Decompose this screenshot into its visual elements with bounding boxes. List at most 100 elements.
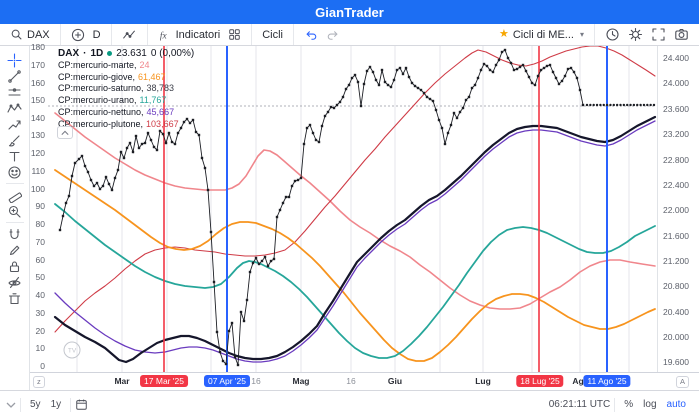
price-chart[interactable]: TV (30, 46, 657, 372)
auto-scale-button[interactable]: auto (666, 399, 686, 410)
gear-button[interactable] (624, 27, 647, 42)
crosshair-tool-button[interactable] (4, 52, 26, 68)
price-marker (194, 130, 198, 134)
xabcd-pattern-tool-button[interactable] (4, 100, 26, 116)
event-date-badge[interactable]: 11 Ago '25 (583, 375, 631, 387)
chart-pane[interactable]: TV (30, 46, 657, 372)
calendar-icon[interactable] (75, 398, 88, 411)
range-5y-button[interactable]: 5y (30, 399, 41, 410)
collapse-panel-icon[interactable] (6, 401, 16, 409)
price-marker (482, 62, 486, 66)
cycle-line-mercurio-giove[interactable] (54, 169, 656, 362)
price-marker (173, 142, 177, 146)
price-marker (266, 264, 270, 268)
edit-pencil-tool-button[interactable] (4, 242, 26, 258)
symbol-search-button[interactable]: DAX (6, 28, 54, 41)
legend-indicator-row[interactable]: CP:mercurio-urano, 11,767 (58, 95, 194, 107)
redo-button[interactable] (322, 28, 344, 41)
cycle-line-mercurio-urano[interactable] (54, 203, 656, 359)
eye-off-tool-button[interactable] (4, 274, 26, 290)
chevron-up-icon (61, 130, 69, 135)
cycle-line-mercurio-marte[interactable] (54, 112, 656, 310)
event-date-badge[interactable]: 17 Mar '25 (140, 375, 188, 387)
price-marker (122, 156, 126, 160)
legend-indicator-row[interactable]: CP:mercurio-giove, 61,467 (58, 72, 194, 84)
brush-tool-button[interactable] (4, 132, 26, 148)
indicator-template-button[interactable]: ★ Cicli di ME... ▾ (495, 29, 588, 41)
right-axis-tick: 20.000 (663, 332, 689, 342)
time-axis-right-button[interactable]: A (675, 376, 689, 388)
clock-button[interactable] (601, 27, 624, 42)
legend-indicator-row[interactable]: CP:mercurio-nettuno, 45,667 (58, 107, 194, 119)
price-marker (446, 131, 450, 135)
lock-tool-button[interactable] (4, 258, 26, 274)
price-marker (488, 68, 492, 72)
horizontal-lines-tool-button[interactable] (4, 84, 26, 100)
legend-indicator-row[interactable]: CP:mercurio-plutone, 103,667 (58, 119, 194, 131)
price-marker (377, 83, 381, 87)
fullscreen-icon (651, 27, 666, 42)
cycles-button[interactable]: Cicli (258, 29, 287, 41)
right-price-axis[interactable]: 24.400 24.000 23.600 23.200 22.800 22.400 22.0… (657, 46, 699, 372)
percent-scale-button[interactable]: % (624, 399, 634, 410)
range-1y-button[interactable]: 1y (50, 399, 62, 410)
time-axis[interactable]: Mar 16 Mag 16 Giu Lug Ag 17 Mar '25 07 Apr '25 18… (30, 372, 699, 391)
line-chart-icon (122, 28, 137, 42)
price-marker (560, 79, 564, 83)
time-axis-left-button[interactable]: z (33, 376, 45, 388)
legend-indicator-row[interactable]: CP:mercurio-saturno, 38,783 (58, 83, 194, 95)
layout-grid-button[interactable] (224, 28, 245, 41)
indicator-label: CP:mercurio-giove, (58, 71, 136, 82)
chart-style-button[interactable] (118, 28, 141, 42)
indicators-button[interactable]: fx Indicatori (154, 28, 225, 42)
watermark-logo: TV (68, 348, 77, 355)
price-marker (182, 120, 186, 124)
legend-indicator-row[interactable]: CP:mercurio-marte, 24 (58, 60, 194, 72)
fullscreen-button[interactable] (647, 27, 670, 42)
price-marker (452, 111, 456, 115)
magnet-tool-button[interactable] (4, 226, 26, 242)
log-scale-button[interactable]: log (643, 399, 657, 410)
price-marker (506, 56, 510, 60)
clock-utc[interactable]: 06:21:11 UTC (548, 399, 611, 410)
price-marker (302, 142, 306, 146)
trendline-tool-button[interactable] (4, 68, 26, 84)
text-icon (7, 149, 22, 164)
price-marker (224, 362, 228, 366)
cycle-line-mercurio-nettuno[interactable] (54, 120, 656, 363)
projection-dot (609, 103, 612, 107)
price-marker (332, 106, 336, 110)
projection-dot (639, 103, 642, 107)
right-axis-tick: 19.600 (663, 357, 689, 367)
market-status-dot (107, 51, 113, 57)
ruler-tool-button[interactable] (4, 187, 26, 203)
price-marker (86, 170, 90, 174)
zoom-in-tool-button[interactable] (4, 203, 26, 219)
price-marker (311, 131, 315, 135)
xabcd-pattern-icon (7, 101, 22, 116)
compare-add-button[interactable] (67, 28, 89, 42)
text-tool-button[interactable] (4, 148, 26, 164)
emoji-tool-button[interactable] (4, 164, 26, 180)
indicators-label: Indicatori (175, 28, 221, 41)
price-marker (73, 161, 77, 165)
zoom-in-icon (7, 204, 22, 219)
legend-collapse-button[interactable] (57, 126, 73, 139)
bottom-toolbar: 5y 1y 06:21:11 UTC % log auto (0, 390, 699, 417)
cycle-line-mercurio-saturno[interactable] (53, 115, 657, 364)
price-marker (101, 184, 105, 188)
camera-button[interactable] (670, 27, 693, 42)
legend-symbol: DAX (58, 48, 80, 59)
toolbar-right-icons (595, 24, 699, 45)
event-date-badge[interactable]: 07 Apr '25 (203, 375, 251, 387)
chart-style-group (112, 24, 148, 45)
undo-button[interactable] (300, 28, 322, 41)
event-date-badge[interactable]: 18 Lug '25 (516, 375, 564, 387)
legend-symbol-row[interactable]: DAX · 1D 23.631 0 (0,00%) (58, 48, 194, 60)
interval-button[interactable]: D (89, 29, 105, 41)
price-marker (290, 184, 294, 188)
right-axis-tick: 22.000 (663, 205, 689, 215)
trash-tool-button[interactable] (4, 290, 26, 306)
forecast-tool-button[interactable] (4, 116, 26, 132)
cycles-group: Cicli (252, 24, 294, 45)
